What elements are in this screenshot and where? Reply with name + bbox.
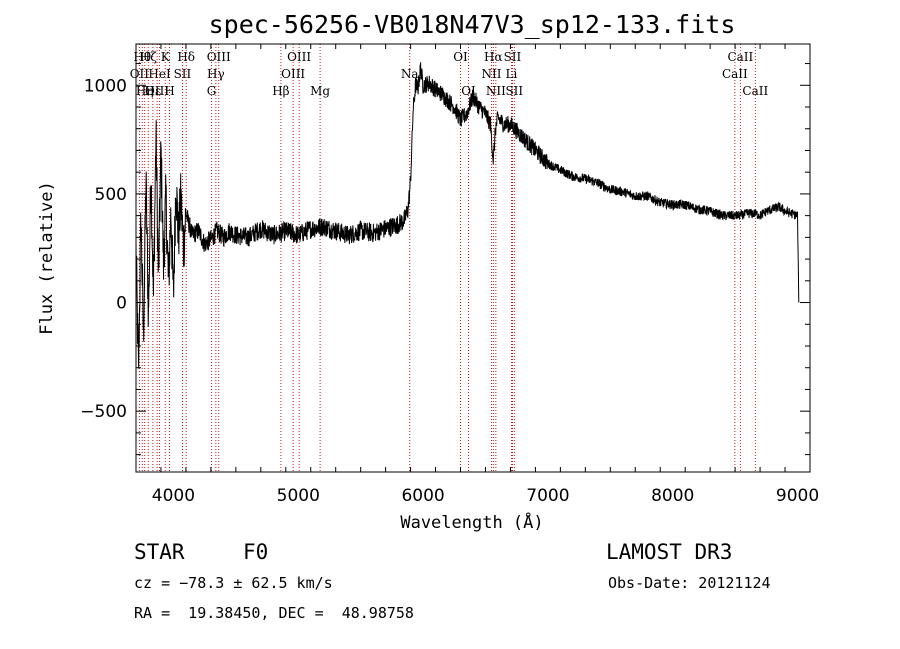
- line-label: Hβ: [272, 84, 289, 98]
- chart-title: spec-56256-VB018N47V3_sp12-133.fits: [209, 10, 736, 39]
- line-label: NII: [486, 84, 506, 98]
- line-label: CaII: [722, 67, 748, 81]
- x-tick-label: 5000: [277, 486, 320, 506]
- subclass: F0: [243, 540, 269, 564]
- spectrum-chart: spec-56256-VB018N47V3_sp12-133.fits 4000…: [37, 10, 819, 533]
- x-tick-label: 7000: [526, 486, 569, 506]
- line-markers: [138, 44, 756, 472]
- y-tick-label: −500: [80, 402, 127, 422]
- line-label: Na: [401, 67, 419, 81]
- spectrum-line: [135, 62, 800, 369]
- y-tick-label: 1000: [84, 76, 127, 96]
- line-label: OIII: [207, 50, 231, 64]
- line-label: SII: [504, 50, 522, 64]
- line-label: Hδ: [177, 50, 195, 64]
- x-tick-label: 9000: [776, 486, 819, 506]
- line-label: Hη: [136, 84, 154, 98]
- line-label: Hα: [484, 50, 503, 64]
- line-label: CaII: [742, 84, 768, 98]
- line-label: SII: [174, 67, 192, 81]
- line-label: Hθ: [133, 50, 151, 64]
- obs-date: Obs-Date: 20121124: [608, 574, 771, 592]
- line-label: Mg: [310, 84, 330, 98]
- redshift-readout: cz = −78.3 ± 62.5 km/s: [134, 574, 333, 592]
- line-label: OI: [453, 50, 468, 64]
- line-label: OIII: [281, 67, 305, 81]
- plot-frame: [135, 43, 811, 473]
- line-label: Hγ: [207, 67, 225, 81]
- y-tick-label: 500: [95, 185, 127, 205]
- line-label: NII: [481, 67, 501, 81]
- line-label: SII: [505, 84, 523, 98]
- line-label: OIII: [287, 50, 311, 64]
- y-axis-ticks: −500 0 500 1000: [80, 63, 810, 456]
- y-tick-label: 0: [116, 294, 127, 314]
- coordinates: RA = 19.38450, DEC = 48.98758: [134, 604, 414, 622]
- x-tick-label: 6000: [401, 486, 444, 506]
- line-label: G: [207, 84, 217, 98]
- object-class: STAR: [134, 540, 185, 564]
- line-label: Hε: [145, 84, 162, 98]
- line-labels: OIIHθHηHζHεOIIIHeIKHSIIHδGHγOIIIHβOIIIOI…: [130, 50, 769, 98]
- line-label: K: [161, 50, 171, 64]
- line-label: HeI: [148, 67, 171, 81]
- line-label: Hζ: [140, 50, 157, 64]
- x-axis-ticks: 4000 5000 6000 7000 8000 9000: [135, 44, 819, 506]
- line-label: H: [164, 84, 174, 98]
- x-axis-label: Wavelength (Å): [400, 511, 543, 533]
- survey-name: LAMOST DR3: [606, 540, 733, 564]
- x-tick-label: 8000: [651, 486, 694, 506]
- x-tick-label: 4000: [152, 486, 195, 506]
- line-label: OI: [461, 84, 476, 98]
- line-label: OIII: [145, 84, 169, 98]
- line-label: OII: [130, 67, 150, 81]
- line-label: CaII: [727, 50, 753, 64]
- y-axis-label: Flux (relative): [37, 181, 57, 335]
- line-label: Li: [506, 67, 518, 81]
